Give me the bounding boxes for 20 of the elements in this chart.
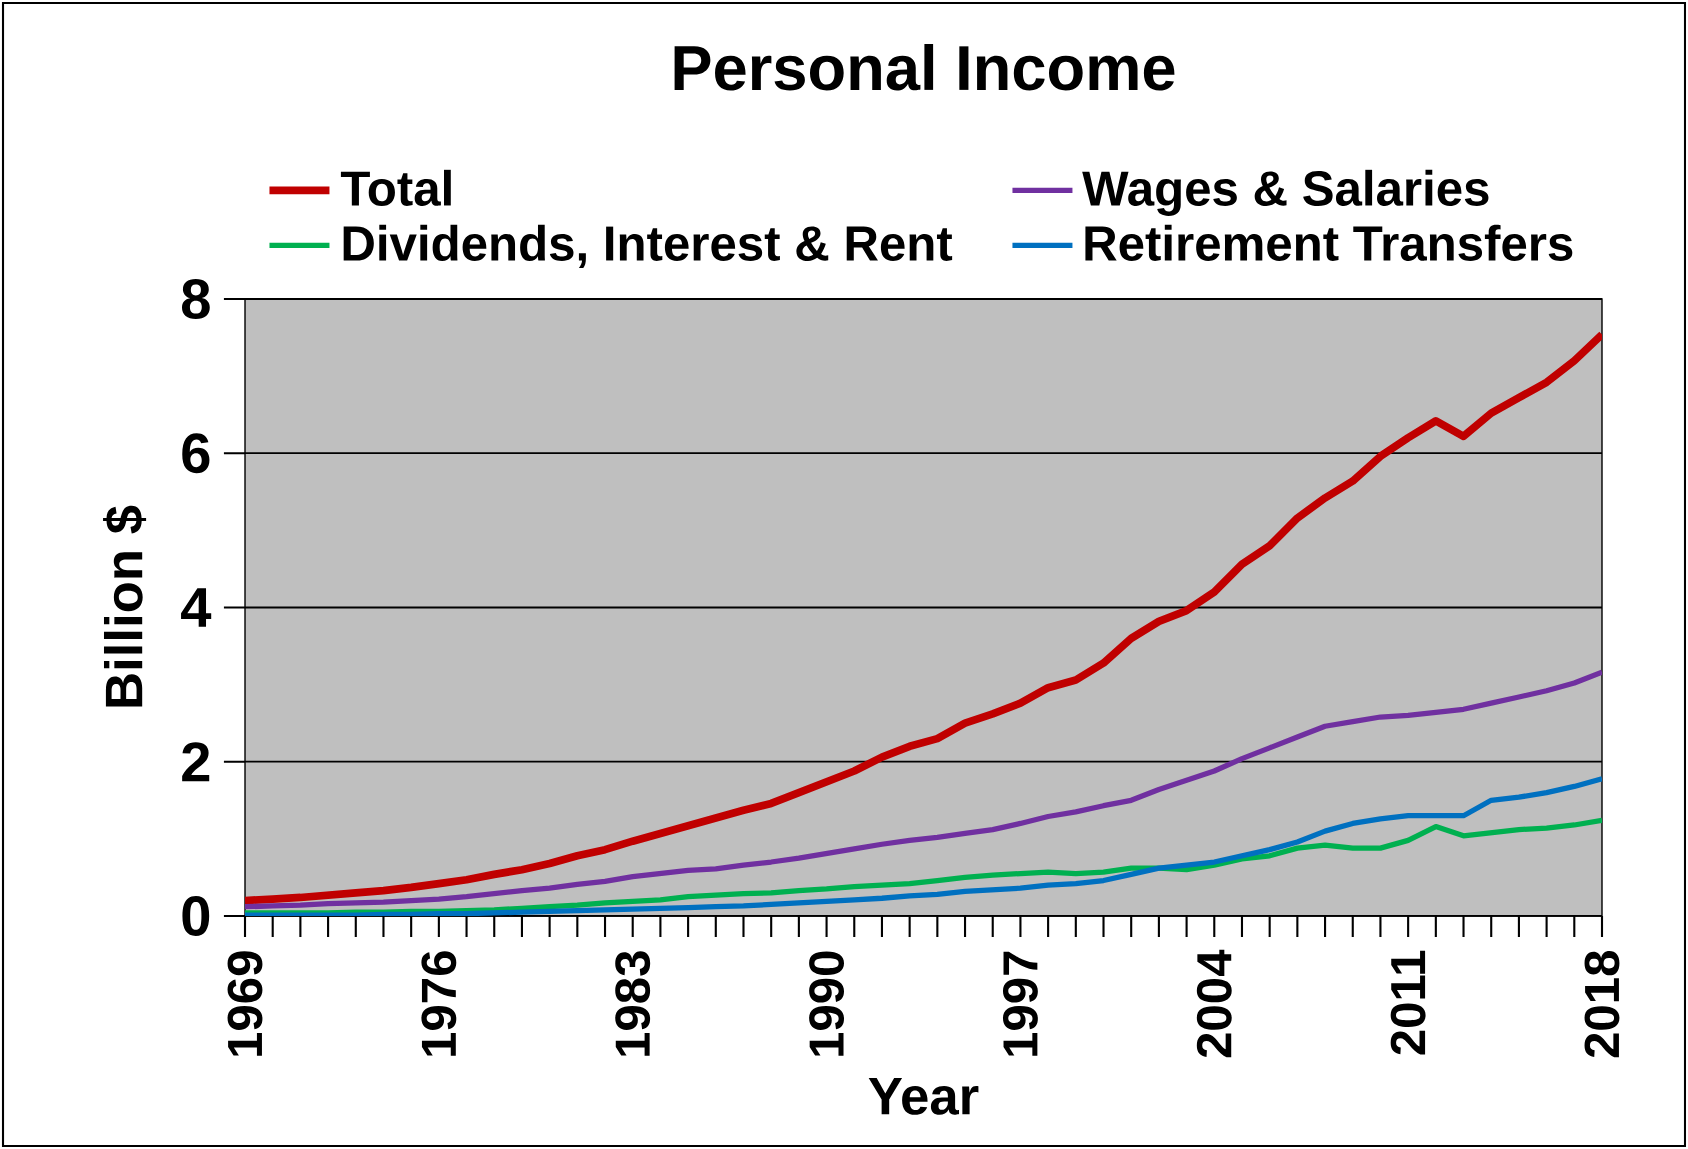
legend-label: Retirement Transfers (1085, 224, 1573, 261)
x-tick-label: 2004 (1196, 949, 1232, 1058)
y-tick-label: 8 (181, 279, 210, 319)
legend-label: Dividends, Interest & Rent (343, 224, 953, 269)
chart-title: Personal Income (674, 44, 1175, 91)
x-tick-label: 1983 (615, 951, 651, 1056)
legend-label: Total (340, 169, 451, 206)
x-tick-label: 1990 (809, 951, 845, 1056)
y-tick-label: 4 (181, 588, 212, 627)
x-tick-label: 2018 (1584, 951, 1620, 1058)
x-tick-label: 1997 (1002, 951, 1038, 1056)
x-tick-label: 1976 (421, 951, 457, 1056)
legend-label: Wages & Salaries (1082, 169, 1489, 216)
x-tick-label: 2011 (1390, 950, 1426, 1055)
y-tick-label: 0 (182, 896, 210, 936)
y-axis-title: Billion $ (103, 505, 147, 707)
x-tick-label: 1969 (227, 951, 263, 1056)
y-tick-label: 2 (182, 742, 210, 782)
y-tick-label: 6 (182, 433, 210, 474)
x-axis-title: Year (868, 1078, 979, 1115)
